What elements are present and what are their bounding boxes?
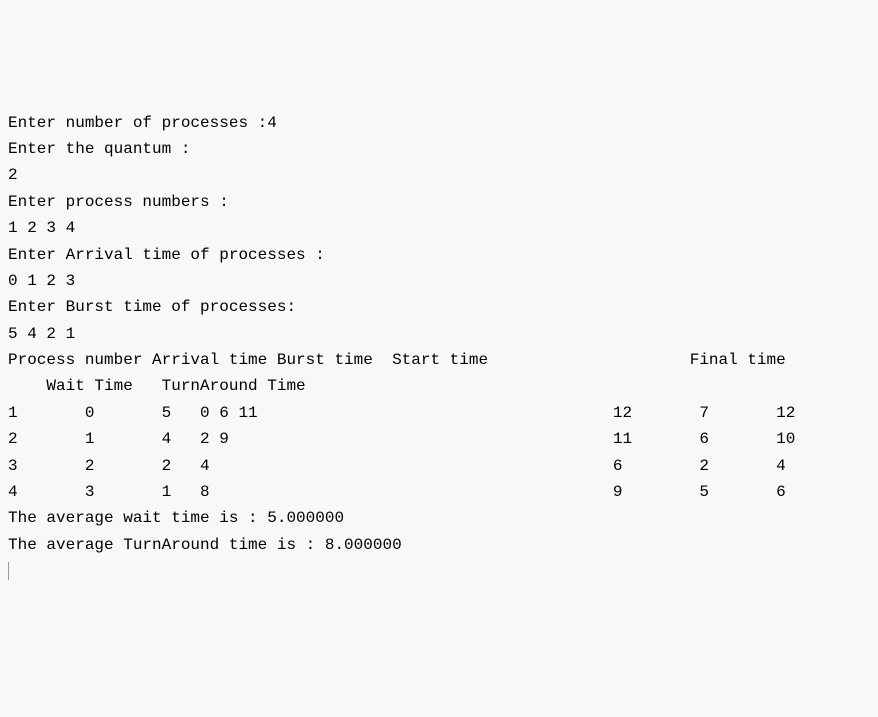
table-row: 3 2 2 4 6 2 4 [8,453,870,479]
prompt-process-numbers: Enter process numbers : [8,189,870,215]
avg-turnaround-time: The average TurnAround time is : 8.00000… [8,532,870,558]
table-row: 4 3 1 8 9 5 6 [8,479,870,505]
table-header-1: Process number Arrival time Burst time S… [8,347,870,373]
prompt-arrival-time: Enter Arrival time of processes : [8,242,870,268]
table-row: 1 0 5 0 6 11 12 7 12 [8,400,870,426]
text-cursor-icon [8,562,9,580]
table-row: 2 1 4 2 9 11 6 10 [8,426,870,452]
avg-wait-time: The average wait time is : 5.000000 [8,505,870,531]
prompt-burst-time: Enter Burst time of processes: [8,294,870,320]
input-burst-time: 5 4 2 1 [8,321,870,347]
input-process-numbers: 1 2 3 4 [8,215,870,241]
prompt-quantum: Enter the quantum : [8,136,870,162]
cursor-line[interactable] [8,558,870,584]
input-quantum: 2 [8,162,870,188]
prompt-num-processes: Enter number of processes :4 [8,110,870,136]
table-header-2: Wait Time TurnAround Time [8,373,870,399]
input-arrival-time: 0 1 2 3 [8,268,870,294]
